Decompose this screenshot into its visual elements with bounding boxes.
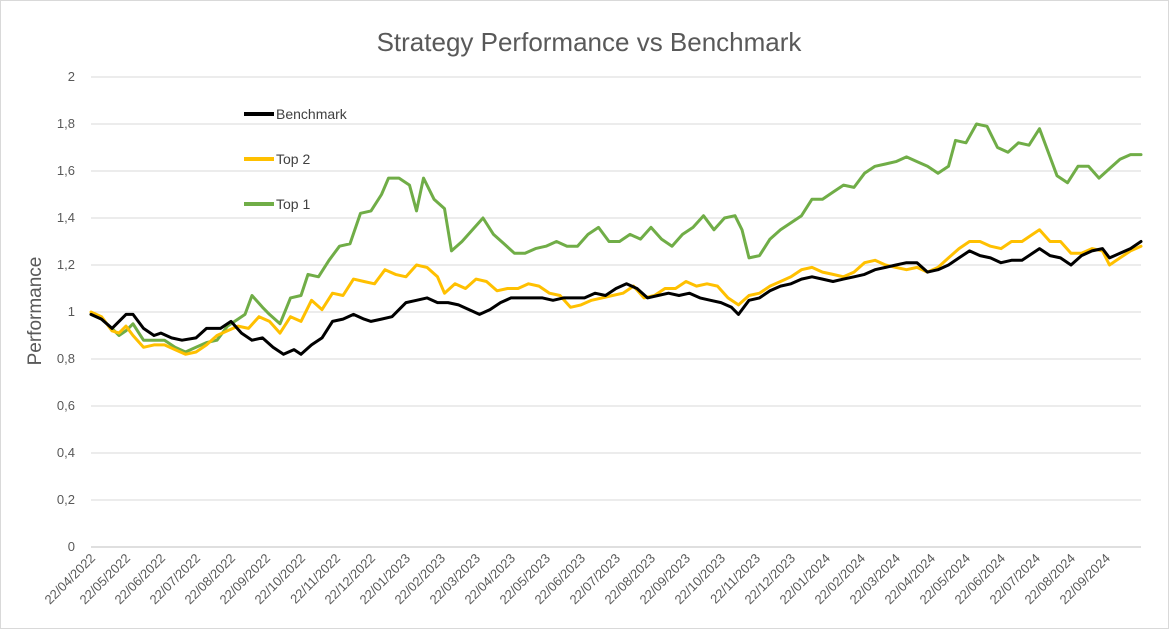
legend-label: Top 2 bbox=[276, 151, 310, 167]
y-tick-label: 1,8 bbox=[57, 116, 75, 131]
series-line-top-2 bbox=[89, 228, 1143, 356]
y-tick-label: 0 bbox=[68, 539, 75, 554]
y-tick-label: 2 bbox=[68, 69, 75, 84]
legend: Benchmark Top 2 Top 1 bbox=[244, 106, 348, 212]
grid-lines bbox=[91, 76, 1141, 548]
series-line-benchmark bbox=[89, 240, 1143, 356]
x-tick-labels: 22/04/202222/05/202222/06/202222/07/2022… bbox=[41, 551, 1113, 608]
legend-label: Benchmark bbox=[276, 106, 348, 122]
series-line-top-1 bbox=[89, 122, 1143, 354]
y-tick-label: 0,8 bbox=[57, 351, 75, 366]
y-tick-label: 1,6 bbox=[57, 163, 75, 178]
series-lines bbox=[89, 122, 1143, 356]
y-tick-label: 0,6 bbox=[57, 398, 75, 413]
chart-title: Strategy Performance vs Benchmark bbox=[377, 27, 803, 57]
y-tick-label: 0,4 bbox=[57, 445, 75, 460]
y-axis-label: Performance bbox=[25, 257, 46, 366]
y-tick-label: 0,2 bbox=[57, 492, 75, 507]
y-tick-label: 1,4 bbox=[57, 210, 75, 225]
legend-label: Top 1 bbox=[276, 196, 310, 212]
y-tick-label: 1 bbox=[68, 304, 75, 319]
y-tick-label: 1,2 bbox=[57, 257, 75, 272]
y-tick-labels: 0 0,2 0,4 0,6 0,8 1 1,2 1,4 1,6 1,8 2 bbox=[57, 69, 75, 554]
